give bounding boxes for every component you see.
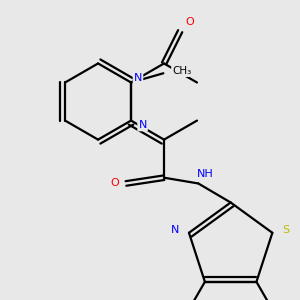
Text: O: O: [110, 178, 119, 188]
Text: N: N: [138, 120, 147, 130]
Text: S: S: [283, 226, 290, 236]
Text: NH: NH: [197, 169, 214, 179]
Text: N: N: [134, 73, 142, 83]
Text: N: N: [171, 226, 179, 236]
Text: CH₃: CH₃: [172, 66, 191, 76]
Text: O: O: [185, 17, 194, 27]
